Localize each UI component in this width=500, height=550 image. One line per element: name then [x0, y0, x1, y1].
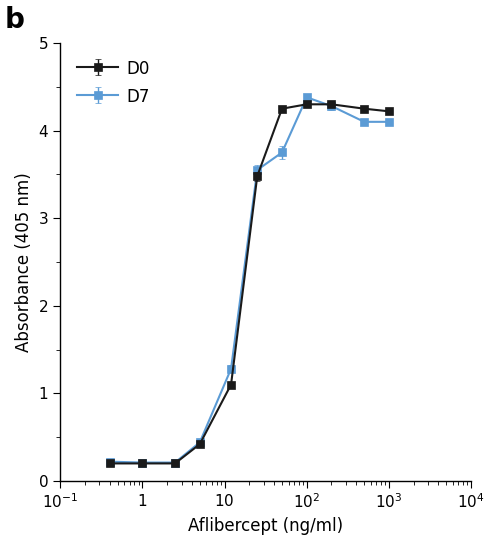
- Legend: D0, D7: D0, D7: [68, 51, 158, 114]
- X-axis label: Aflibercept (ng/ml): Aflibercept (ng/ml): [188, 517, 343, 535]
- Text: b: b: [5, 6, 25, 34]
- Y-axis label: Absorbance (405 nm): Absorbance (405 nm): [15, 172, 33, 352]
